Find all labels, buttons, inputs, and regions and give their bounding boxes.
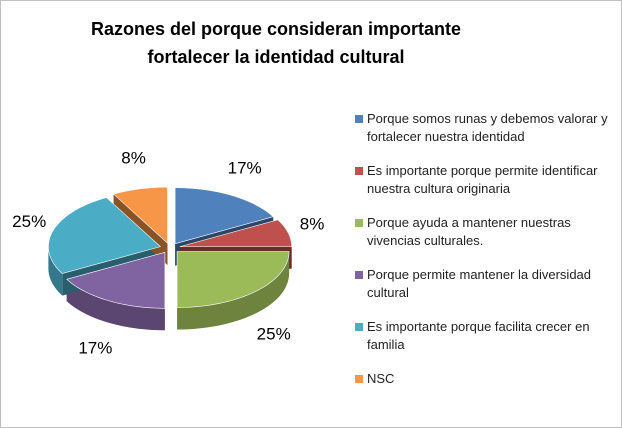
legend-label: Porque permite mantener la diversidad cu… (367, 267, 592, 300)
slice (112, 186, 168, 244)
data-label: 8% (121, 149, 146, 168)
legend-entry: Es importante porque facilita crecer en … (355, 318, 610, 354)
legend-entry: NSC (355, 370, 610, 388)
legend-label: Es importante porque facilita crecer en … (367, 319, 590, 352)
legend-label: Porque somos runas y debemos valorar y f… (367, 111, 608, 144)
slice (48, 197, 162, 274)
legend-entry: Porque ayuda a mantener nuestras vivenci… (355, 214, 610, 250)
slice (179, 219, 292, 248)
legend-entry: Porque somos runas y debemos valorar y f… (355, 110, 610, 146)
data-label: 8% (300, 215, 325, 234)
legend-label: NSC (367, 371, 395, 386)
legend-swatch (355, 115, 363, 123)
slice (66, 251, 166, 309)
legend-label: Porque ayuda a mantener nuestras vivenci… (367, 215, 571, 248)
slice (174, 187, 274, 245)
legend-swatch (355, 167, 363, 175)
slice-side (177, 251, 290, 330)
data-label: 25% (257, 324, 291, 343)
slice-tops (48, 186, 292, 309)
data-label: 17% (228, 158, 262, 177)
slice (176, 251, 290, 308)
data-label: 17% (78, 339, 112, 358)
slice-side (48, 246, 63, 296)
legend-entry: Es importante porque permite identificar… (355, 162, 610, 198)
chart-title: fortalecer la identidad cultural (147, 47, 404, 67)
slice-side (66, 279, 165, 331)
legend-swatch (355, 219, 363, 227)
chart-title: Razones del porque consideran importante (91, 19, 461, 39)
legend-entry: Porque permite mantener la diversidad cu… (355, 266, 610, 302)
legend-label: Es importante porque permite identificar… (367, 163, 598, 196)
legend: Porque somos runas y debemos valorar y f… (355, 110, 610, 388)
legend-swatch (355, 271, 363, 279)
data-label: 25% (12, 212, 46, 231)
legend-swatch (355, 375, 363, 383)
legend-swatch (355, 323, 363, 331)
